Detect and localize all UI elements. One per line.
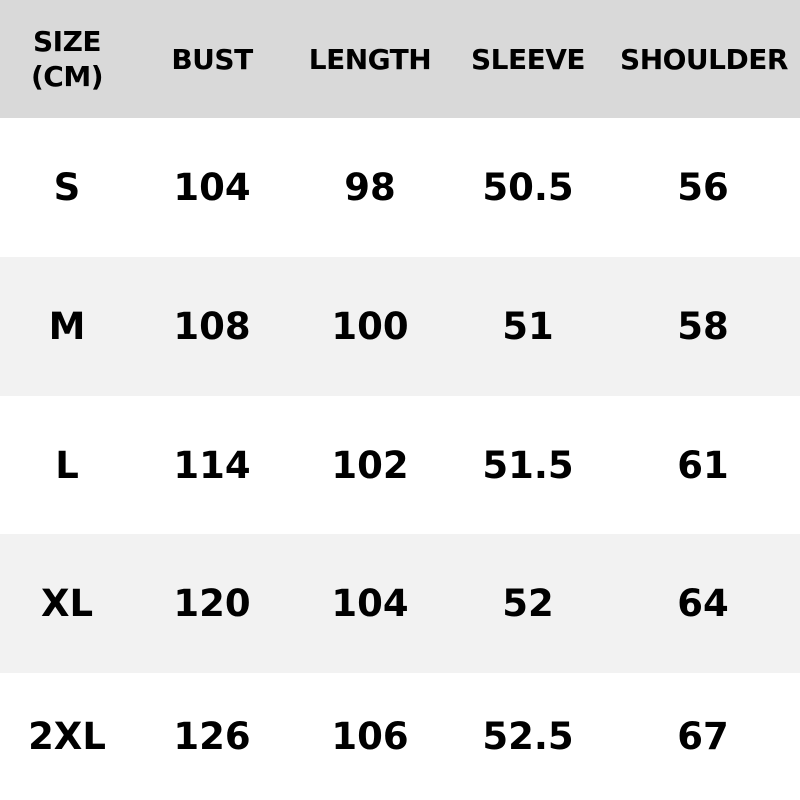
- table-row: L 114 102 51.5 61: [0, 396, 800, 534]
- cell-sleeve: 50.5: [482, 166, 574, 209]
- cell-length: 104: [331, 582, 409, 625]
- cell-sleeve: 51: [502, 305, 554, 348]
- cell-sleeve: 52: [502, 582, 554, 625]
- cell-shoulder: 56: [677, 166, 729, 209]
- header-length: LENGTH: [308, 42, 432, 76]
- cell-size: M: [48, 305, 86, 348]
- cell-sleeve: 52.5: [482, 715, 574, 758]
- cell-length: 102: [331, 443, 409, 487]
- cell-length: 106: [331, 715, 409, 758]
- cell-bust: 126: [173, 715, 251, 758]
- cell-bust: 108: [173, 305, 251, 348]
- cell-size: S: [53, 166, 81, 209]
- cell-bust: 120: [173, 582, 251, 625]
- cell-size: L: [55, 443, 79, 487]
- cell-size: XL: [40, 582, 94, 625]
- cell-bust: 114: [173, 443, 251, 487]
- table-row: XL 120 104 52 64: [0, 534, 800, 673]
- cell-length: 98: [344, 166, 396, 209]
- cell-shoulder: 61: [677, 443, 729, 487]
- cell-bust: 104: [173, 166, 251, 209]
- table-header: SIZE (CM) BUST LENGTH SLEEVE SHOULDER: [0, 0, 800, 118]
- header-sleeve: SLEEVE: [470, 42, 586, 76]
- header-shoulder: SHOULDER: [620, 42, 788, 76]
- cell-shoulder: 58: [677, 305, 729, 348]
- cell-shoulder: 64: [677, 582, 729, 625]
- cell-shoulder: 67: [677, 715, 729, 758]
- header-size: SIZE (CM): [30, 25, 104, 93]
- table-row: M 108 100 51 58: [0, 257, 800, 396]
- cell-sleeve: 51.5: [482, 443, 574, 487]
- cell-length: 100: [331, 305, 409, 348]
- header-bust: BUST: [171, 42, 253, 76]
- table-row: 2XL 126 106 52.5 67: [0, 673, 800, 800]
- cell-size: 2XL: [28, 715, 106, 758]
- table-row: S 104 98 50.5 56: [0, 118, 800, 257]
